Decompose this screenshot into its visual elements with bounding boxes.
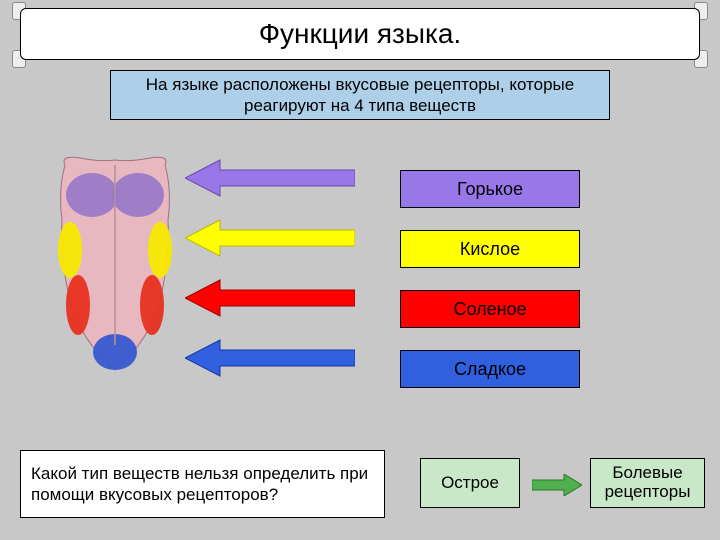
taste-label: Кислое [460,239,520,260]
question-box: Какой тип веществ нельзя определить при … [20,450,385,518]
answer-label: Острое [441,474,499,493]
arrow-sweet [185,338,355,378]
taste-box-sweet: Сладкое [400,350,580,388]
answer-label: Болевые рецепторы [591,464,704,501]
title-box: Функции языка. [20,8,700,60]
subtitle-box: На языке расположены вкусовые рецепторы,… [110,70,610,120]
taste-label: Сладкое [454,359,526,380]
subtitle-text: На языке расположены вкусовые рецепторы,… [119,74,601,117]
taste-box-sour: Кислое [400,230,580,268]
answer-box-pain: Болевые рецепторы [590,458,705,508]
arrow-salty [185,278,355,318]
taste-label: Соленое [453,299,526,320]
answer-box-spicy: Острое [420,458,520,508]
arrow-answer [532,474,582,496]
taste-box-salty: Соленое [400,290,580,328]
taste-box-bitter: Горькое [400,170,580,208]
arrow-bitter [185,158,355,198]
tongue-diagram [50,150,180,375]
title-text: Функции языка. [259,18,461,50]
question-text: Какой тип веществ нельзя определить при … [31,463,374,506]
taste-label: Горькое [457,179,523,200]
arrow-sour [185,218,355,258]
